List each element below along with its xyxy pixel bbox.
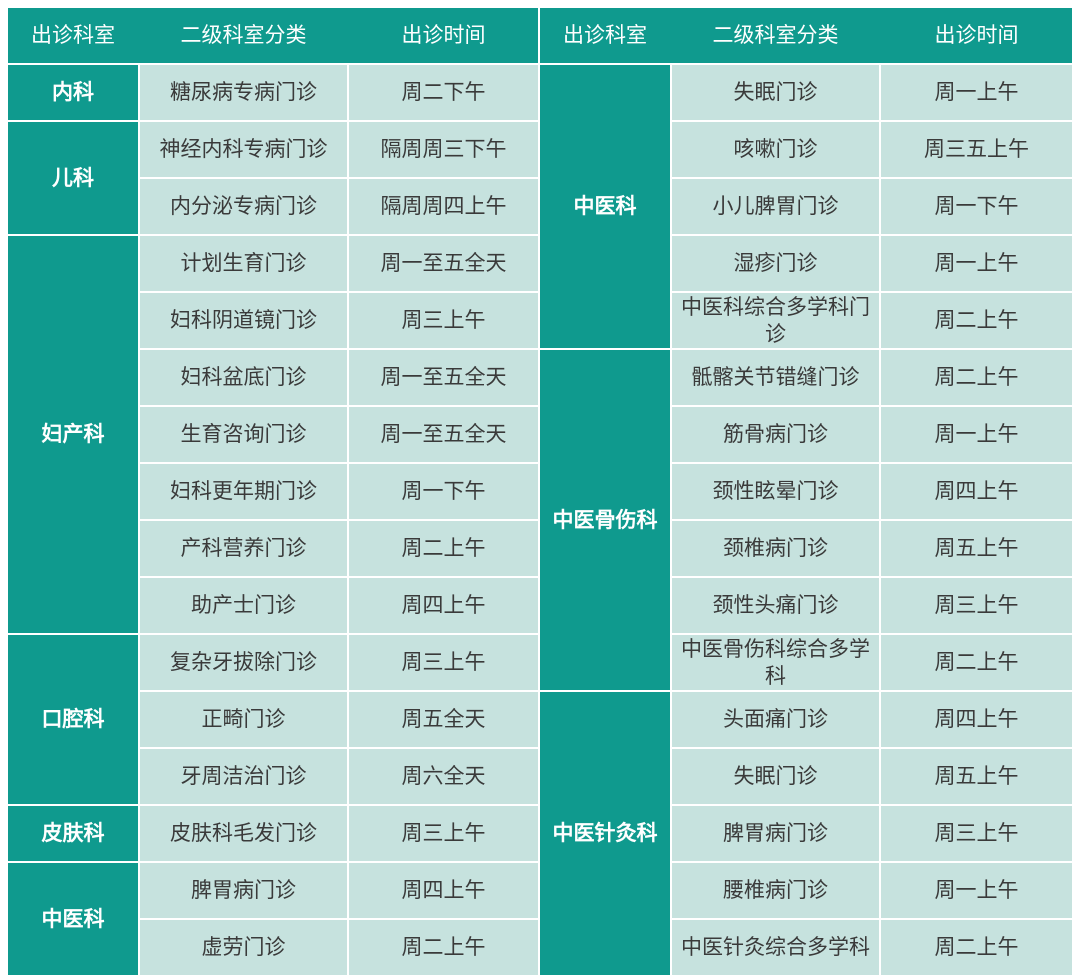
clinic-name-cell: 妇科更年期门诊 <box>140 464 347 519</box>
clinic-name-cell: 中医针灸综合多学科 <box>672 920 879 975</box>
clinic-time-cell: 周四上午 <box>349 578 538 633</box>
clinic-name-cell: 筋骨病门诊 <box>672 407 879 462</box>
clinic-time-cell: 周三上午 <box>881 806 1072 861</box>
clinic-name-cell: 助产士门诊 <box>140 578 347 633</box>
clinic-time-cell: 周一上午 <box>881 407 1072 462</box>
clinic-name-cell: 腰椎病门诊 <box>672 863 879 918</box>
clinic-name-cell: 复杂牙拔除门诊 <box>140 635 347 690</box>
clinic-time-cell: 周一上午 <box>881 236 1072 291</box>
clinic-name-cell: 妇科盆底门诊 <box>140 350 347 405</box>
clinic-time-cell: 周二上午 <box>881 635 1072 690</box>
department-cell: 妇产科 <box>8 236 138 633</box>
clinic-time-cell: 周二上午 <box>349 920 538 975</box>
clinic-name-cell: 颈性头痛门诊 <box>672 578 879 633</box>
clinic-name-cell: 虚劳门诊 <box>140 920 347 975</box>
department-cell: 中医骨伤科 <box>540 350 670 690</box>
column-header: 出诊时间 <box>881 8 1072 63</box>
clinic-name-cell: 湿疹门诊 <box>672 236 879 291</box>
clinic-name-cell: 计划生育门诊 <box>140 236 347 291</box>
clinic-time-cell: 周二上午 <box>881 350 1072 405</box>
clinic-name-cell: 小儿脾胃门诊 <box>672 179 879 234</box>
clinic-time-cell: 周一上午 <box>881 863 1072 918</box>
clinic-time-cell: 周一下午 <box>881 179 1072 234</box>
clinic-time-cell: 周一上午 <box>881 65 1072 120</box>
column-header: 出诊科室 <box>8 8 138 63</box>
clinic-name-cell: 产科营养门诊 <box>140 521 347 576</box>
clinic-time-cell: 周一至五全天 <box>349 350 538 405</box>
clinic-name-cell: 失眠门诊 <box>672 749 879 804</box>
clinic-name-cell: 咳嗽门诊 <box>672 122 879 177</box>
clinic-time-cell: 周四上午 <box>881 692 1072 747</box>
clinic-name-cell: 颈性眩晕门诊 <box>672 464 879 519</box>
clinic-name-cell: 骶髂关节错缝门诊 <box>672 350 879 405</box>
clinic-name-cell: 内分泌专病门诊 <box>140 179 347 234</box>
clinic-time-cell: 隔周周三下午 <box>349 122 538 177</box>
clinic-name-cell: 正畸门诊 <box>140 692 347 747</box>
department-cell: 内科 <box>8 65 138 120</box>
department-cell: 中医科 <box>8 863 138 975</box>
clinic-time-cell: 周六全天 <box>349 749 538 804</box>
clinic-time-cell: 周三上午 <box>349 635 538 690</box>
column-header: 二级科室分类 <box>140 8 347 63</box>
clinic-name-cell: 牙周洁治门诊 <box>140 749 347 804</box>
clinic-time-cell: 周一下午 <box>349 464 538 519</box>
clinic-time-cell: 周一至五全天 <box>349 407 538 462</box>
clinic-name-cell: 脾胃病门诊 <box>672 806 879 861</box>
clinic-name-cell: 妇科阴道镜门诊 <box>140 293 347 348</box>
clinic-name-cell: 皮肤科毛发门诊 <box>140 806 347 861</box>
clinic-time-cell: 隔周周四上午 <box>349 179 538 234</box>
clinic-time-cell: 周五全天 <box>349 692 538 747</box>
department-cell: 儿科 <box>8 122 138 234</box>
clinic-time-cell: 周一至五全天 <box>349 236 538 291</box>
clinic-time-cell: 周三上午 <box>349 806 538 861</box>
clinic-time-cell: 周五上午 <box>881 749 1072 804</box>
clinic-time-cell: 周三上午 <box>881 578 1072 633</box>
clinic-name-cell: 脾胃病门诊 <box>140 863 347 918</box>
clinic-time-cell: 周四上午 <box>349 863 538 918</box>
department-cell: 中医针灸科 <box>540 692 670 975</box>
clinic-name-cell: 生育咨询门诊 <box>140 407 347 462</box>
column-header: 出诊时间 <box>349 8 538 63</box>
clinic-name-cell: 中医骨伤科综合多学科 <box>672 635 879 690</box>
clinic-time-cell: 周五上午 <box>881 521 1072 576</box>
clinic-name-cell: 颈椎病门诊 <box>672 521 879 576</box>
clinic-time-cell: 周二上午 <box>349 521 538 576</box>
clinic-time-cell: 周三上午 <box>349 293 538 348</box>
clinic-time-cell: 周四上午 <box>881 464 1072 519</box>
clinic-time-cell: 周二上午 <box>881 293 1072 348</box>
clinic-time-cell: 周三五上午 <box>881 122 1072 177</box>
column-header: 出诊科室 <box>540 8 670 63</box>
clinic-name-cell: 中医科综合多学科门诊 <box>672 293 879 348</box>
schedule-table-right: 出诊科室 二级科室分类 出诊时间 中医科 失眠门诊 周一上午 咳嗽门诊 周三五上午 小儿脾胃门诊… <box>540 8 1072 975</box>
department-cell: 口腔科 <box>8 635 138 804</box>
clinic-name-cell: 失眠门诊 <box>672 65 879 120</box>
department-cell: 皮肤科 <box>8 806 138 861</box>
column-header: 二级科室分类 <box>672 8 879 63</box>
clinic-name-cell: 头面痛门诊 <box>672 692 879 747</box>
clinic-time-cell: 周二上午 <box>881 920 1072 975</box>
clinic-name-cell: 神经内科专病门诊 <box>140 122 347 177</box>
department-cell: 中医科 <box>540 65 670 348</box>
schedule-table-left: 出诊科室 二级科室分类 出诊时间内科 糖尿病专病门诊 周二下午儿科 神经内科专病门诊 隔周周… <box>8 8 538 975</box>
clinic-name-cell: 糖尿病专病门诊 <box>140 65 347 120</box>
clinic-time-cell: 周二下午 <box>349 65 538 120</box>
